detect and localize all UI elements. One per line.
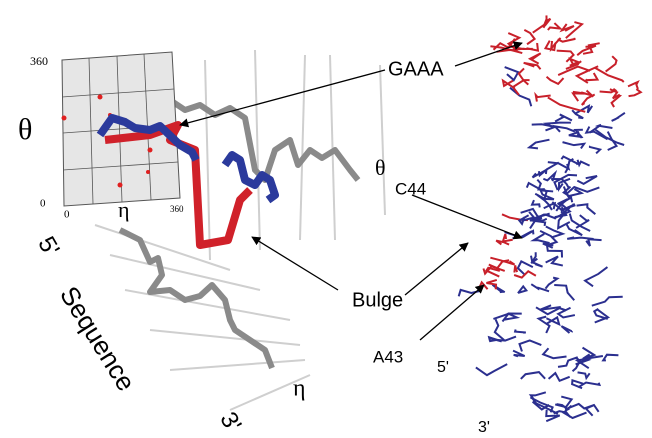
- rna-stick: [530, 53, 541, 63]
- rna-stick: [519, 340, 541, 351]
- eta-label: η: [293, 376, 306, 402]
- rna-stick: [555, 114, 572, 121]
- inset-x-label: η: [118, 197, 130, 222]
- rna-stick: [577, 356, 603, 368]
- rna-stick: [529, 140, 549, 149]
- inset-y-label: θ: [18, 113, 32, 146]
- rna-stick: [554, 285, 574, 300]
- a43-label: A43: [373, 347, 403, 366]
- rna-stick: [571, 189, 582, 202]
- rna-stick: [486, 280, 496, 289]
- rna-stick: [578, 372, 590, 378]
- rna-stick: [563, 142, 585, 148]
- rna-stick: [545, 278, 557, 289]
- structure-start: 5': [437, 359, 449, 376]
- rna-stick: [558, 67, 590, 75]
- rna-structure: [459, 15, 641, 421]
- rna-stick: [547, 77, 564, 84]
- rna-stick: [581, 90, 593, 96]
- rna-stick: [521, 372, 545, 379]
- structure-end: 3': [478, 419, 490, 436]
- rna-stick: [612, 113, 625, 121]
- rna-stick: [555, 126, 575, 131]
- rna-stick: [510, 88, 531, 107]
- rna-stick: [531, 392, 546, 398]
- rna-stick: [495, 319, 504, 340]
- rna-stick: [595, 68, 624, 82]
- rna-stick: [549, 373, 570, 381]
- c44-label: C44: [395, 179, 426, 198]
- inset-y-max: 360: [30, 54, 48, 68]
- z-axis-label: θ: [375, 155, 386, 180]
- rna-stick: [533, 15, 547, 32]
- rna-stick: [558, 357, 578, 367]
- rna-stick: [578, 160, 590, 166]
- rna-stick: [537, 180, 544, 190]
- rna-stick: [577, 204, 596, 214]
- arrows: [180, 43, 522, 340]
- rna-stick: [532, 124, 555, 130]
- rna-stick: [585, 267, 607, 286]
- rna-stick: [583, 43, 600, 54]
- rna-stick: [567, 237, 593, 239]
- rna-stick: [586, 73, 598, 80]
- start-label: 5': [32, 232, 64, 261]
- rna-stick: [532, 200, 540, 207]
- rna-stick: [567, 187, 600, 194]
- rna-stick: [589, 147, 600, 154]
- rna-stick: [606, 56, 617, 71]
- rna-stick: [515, 330, 526, 333]
- rna-stick: [576, 215, 589, 228]
- rna-stick: [505, 67, 518, 80]
- figure: 360 0 0 360 θ η θ 5' Sequence 3' η GAAA …: [0, 0, 652, 438]
- rna-stick: [514, 271, 536, 277]
- rna-stick: [476, 364, 507, 375]
- inset-x-max: 360: [170, 204, 184, 214]
- rna-stick: [513, 351, 525, 357]
- rna-stick: [531, 256, 543, 267]
- gaaa-label: GAAA: [388, 58, 444, 80]
- rna-stick: [592, 297, 623, 306]
- rna-stick: [546, 317, 559, 324]
- rna-stick: [546, 256, 563, 265]
- eta-trace: [120, 230, 272, 368]
- rna-stick: [548, 97, 585, 111]
- inset-y-min: 0: [40, 198, 46, 210]
- rna-stick: [562, 24, 574, 31]
- sequence-label: Sequence: [54, 281, 141, 396]
- rna-stick: [586, 239, 601, 246]
- rna-stick: [519, 68, 530, 80]
- rna-stick: [628, 82, 638, 89]
- rna-stick: [629, 89, 641, 96]
- rna-stick: [548, 23, 560, 30]
- rna-stick: [543, 348, 566, 358]
- rna-stick: [565, 404, 595, 410]
- rna-stick: [577, 176, 597, 184]
- rna-stick: [492, 285, 504, 293]
- end-label: 3': [214, 407, 246, 436]
- rna-stick: [514, 265, 517, 272]
- bulge-label: Bulge: [352, 289, 403, 311]
- rna-stick: [518, 286, 526, 293]
- rna-stick: [603, 355, 618, 361]
- rna-stick: [561, 326, 571, 333]
- inset-x-min: 0: [64, 209, 70, 221]
